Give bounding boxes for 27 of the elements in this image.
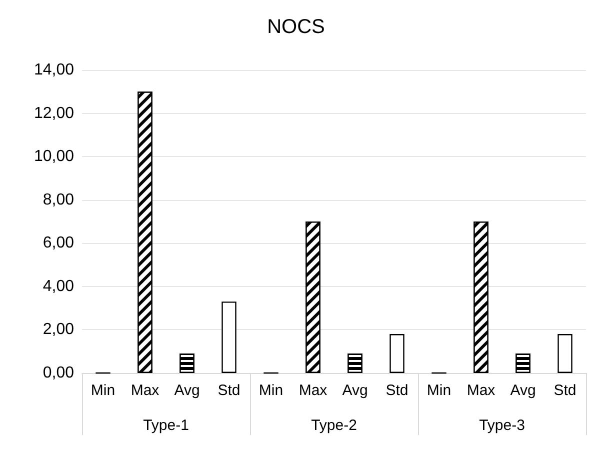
- y-tick-label: 0,00: [42, 364, 74, 382]
- text: Min: [426, 382, 452, 399]
- text: Avg: [174, 382, 200, 399]
- bar: [222, 302, 236, 373]
- series-label: Min: [258, 382, 284, 399]
- x-tick-label: Type-2: [311, 417, 357, 434]
- text: Std: [554, 382, 576, 399]
- y-tick-label: 2,00: [42, 321, 74, 338]
- y-tick-label: 10,00: [34, 148, 74, 166]
- text: Std: [386, 382, 408, 399]
- series-label: Std: [218, 382, 240, 399]
- chart-title: NOCS: [267, 16, 325, 38]
- y-tick-label: 12,00: [34, 104, 74, 122]
- y-tick-label: 14,00: [34, 62, 74, 78]
- y-tick-label: 4,00: [42, 278, 74, 295]
- series-label: Max: [130, 382, 160, 399]
- text: Max: [298, 382, 328, 399]
- bar: [390, 334, 404, 373]
- x-tick-label: Type-3: [479, 417, 525, 434]
- text: Min: [90, 382, 116, 399]
- bar: [558, 334, 572, 373]
- y-tick-label: 6,00: [42, 234, 74, 252]
- text: Max: [466, 382, 496, 399]
- series-label: Avg: [510, 382, 536, 399]
- y-tick-label: 8,00: [42, 191, 74, 208]
- x-tick-label: Type-1: [143, 417, 189, 434]
- text: Avg: [342, 382, 368, 399]
